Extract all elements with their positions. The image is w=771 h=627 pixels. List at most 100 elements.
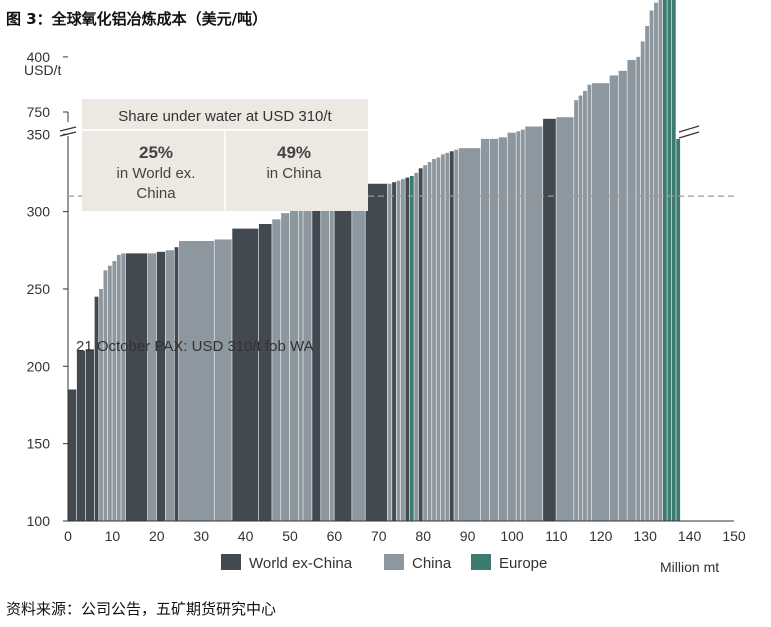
- y-axis-break-mark-1: [59, 126, 77, 132]
- x-tick-label: 140: [678, 528, 702, 544]
- bar-65: [636, 56, 641, 522]
- bar-42: [436, 157, 441, 521]
- x-tick-label: 130: [634, 528, 658, 544]
- bar-66: [640, 41, 645, 522]
- china-caption: in China: [266, 165, 322, 182]
- bar-19: [258, 223, 272, 522]
- bar-52: [516, 131, 521, 521]
- y-tick-label: 350: [27, 126, 51, 142]
- x-tick-label: 10: [105, 528, 121, 544]
- bar-28: [334, 193, 352, 522]
- bar-64: [627, 59, 636, 522]
- y-tick-label: 200: [27, 358, 51, 374]
- x-tick-label: 0: [64, 528, 72, 544]
- bar-35: [405, 177, 410, 521]
- bar-4: [94, 296, 99, 521]
- bar-55: [543, 118, 556, 521]
- x-tick-label: 110: [545, 528, 568, 544]
- annotation-box-title: Share under water at USD 310/t: [118, 108, 332, 125]
- bar-45: [449, 151, 454, 521]
- bar-59: [583, 90, 587, 522]
- y-axis-unit: USD/t: [24, 62, 61, 78]
- x-tick-label: 70: [371, 528, 387, 544]
- bar-14: [165, 250, 174, 521]
- bar-break-mark-2: [678, 131, 700, 139]
- y-tick-label: 300: [27, 204, 51, 220]
- bar-61: [591, 83, 610, 521]
- legend-label: China: [412, 555, 452, 572]
- legend-swatch: [221, 554, 241, 570]
- bar-62: [609, 75, 618, 522]
- bar-74: [676, 139, 681, 521]
- bar-43: [440, 154, 445, 522]
- annotation-box: Share under water at USD 310/t 25% in Worl…: [82, 99, 368, 211]
- bar-30: [365, 183, 388, 521]
- x-tick-label: 20: [149, 528, 165, 544]
- figure-source: 资料来源：公司公告，五矿期货研究中心: [6, 600, 277, 618]
- x-tick-label: 30: [193, 528, 209, 544]
- x-axis-unit: Million mt: [660, 559, 719, 575]
- bar-39: [423, 165, 428, 521]
- x-tick-label: 150: [722, 528, 746, 544]
- bars-layer: [68, 0, 681, 522]
- bar-70: [658, 0, 663, 522]
- x-tick-label: 80: [415, 528, 431, 544]
- x-tick-label: 40: [238, 528, 254, 544]
- bar-31: [387, 183, 392, 521]
- bar-break-mark-1: [678, 125, 700, 133]
- bar-23: [298, 196, 303, 521]
- bar-25: [312, 196, 321, 521]
- bar-8: [112, 261, 117, 521]
- bar-36: [409, 176, 414, 521]
- x-tick-label: 90: [460, 528, 476, 544]
- bar-33: [396, 180, 401, 521]
- y-tick-label: 150: [27, 436, 51, 452]
- reference-line-label: 21 October PAX: USD 310/t fob WA: [76, 338, 314, 355]
- bar-71: [662, 0, 667, 521]
- world-ex-china-caption: in World ex.: [117, 165, 196, 182]
- bar-46: [454, 149, 459, 521]
- x-tick-label: 50: [282, 528, 298, 544]
- bar-3: [85, 349, 95, 521]
- bar-37: [414, 172, 419, 521]
- legend-swatch: [384, 554, 404, 570]
- bar-68: [649, 10, 654, 522]
- china-percent: 49%: [277, 143, 311, 162]
- bar-53: [520, 129, 525, 522]
- bar-10: [121, 253, 126, 521]
- bar-72: [667, 0, 672, 521]
- bar-60: [587, 84, 592, 521]
- x-tick-label: 60: [327, 528, 343, 544]
- bar-2: [76, 350, 86, 521]
- legend: World ex-China China Europe: [221, 554, 547, 572]
- bar-26: [321, 194, 330, 521]
- bar-56: [556, 117, 574, 521]
- legend-label: Europe: [499, 555, 547, 572]
- axes-layer: 1001502002503003504004505005507500102030…: [24, 49, 746, 575]
- bar-13: [156, 251, 166, 521]
- bar-54: [525, 126, 543, 522]
- bar-63: [618, 70, 627, 521]
- y-tick-label: 750: [27, 104, 51, 120]
- bar-1: [68, 389, 77, 521]
- bar-16: [179, 240, 214, 522]
- x-tick-label: 120: [589, 528, 613, 544]
- y-tick-label: 250: [27, 281, 51, 297]
- bar-51: [507, 132, 516, 521]
- bar-47: [458, 148, 481, 522]
- bar-21: [281, 213, 290, 521]
- bar-20: [272, 219, 281, 521]
- bar-58: [578, 95, 583, 521]
- bar-38: [418, 168, 423, 521]
- figure-title: 图 3：全球氧化铝冶炼成本（美元/吨）: [6, 10, 268, 28]
- bar-11: [125, 253, 148, 521]
- bar-27: [329, 194, 334, 521]
- bar-32: [392, 182, 396, 521]
- world-ex-china-caption: China: [136, 185, 176, 202]
- bar-44: [445, 152, 450, 521]
- bar-41: [432, 159, 436, 521]
- world-ex-china-percent: 25%: [139, 143, 173, 162]
- bar-49: [489, 138, 499, 521]
- bar-17: [214, 239, 232, 521]
